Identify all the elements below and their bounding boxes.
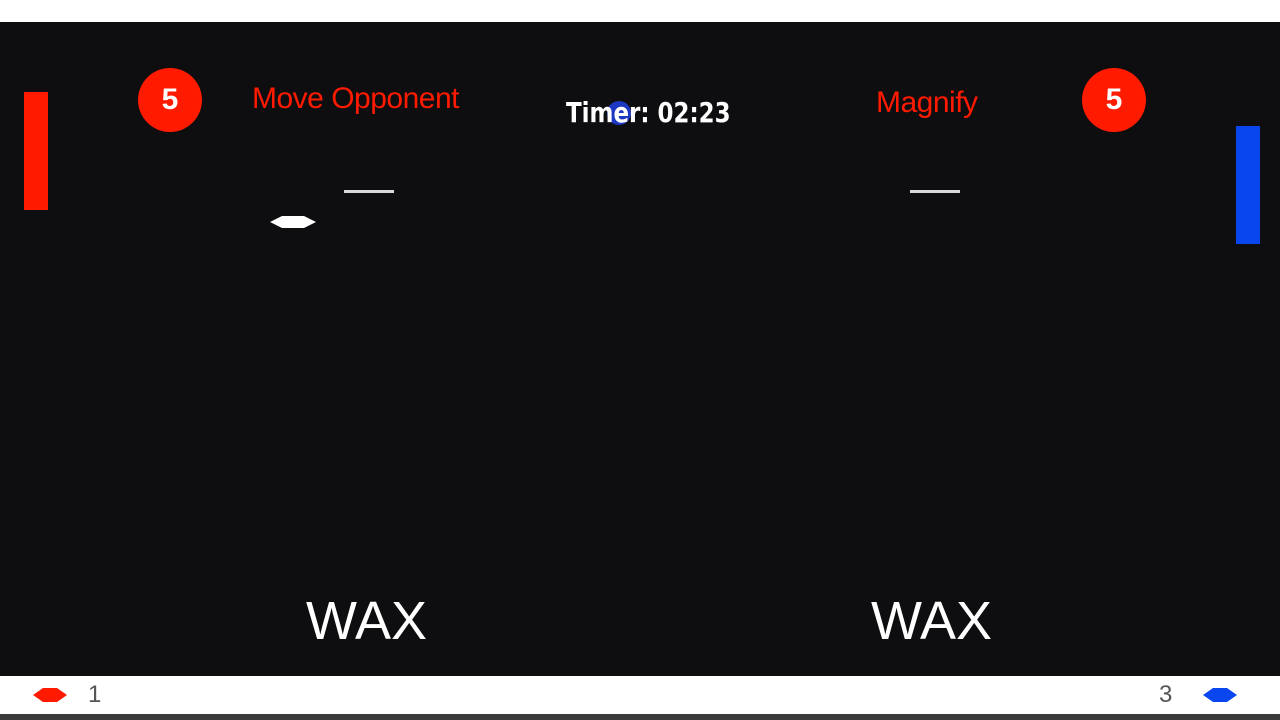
left-paddle[interactable] — [24, 92, 48, 210]
right-player-word: WAX — [871, 591, 992, 651]
right-powerup-label: Magnify — [876, 86, 978, 119]
ball-icon — [607, 101, 631, 125]
left-powerup-count-badge: 5 — [138, 68, 202, 132]
game-arena[interactable]: 5 Move Opponent Timer: 02:23 Magnify 5 W… — [0, 22, 1280, 676]
right-powerup-count-badge: 5 — [1082, 68, 1146, 132]
right-paddle[interactable] — [1236, 126, 1260, 244]
right-lives-count: 3 — [1159, 681, 1173, 708]
left-powerup-label: Move Opponent — [252, 82, 459, 115]
left-player-word: WAX — [306, 591, 427, 651]
top-bar — [0, 0, 1280, 22]
timer: Timer: 02:23 — [566, 96, 731, 129]
left-lives-count: 1 — [88, 681, 102, 708]
puck-icon — [270, 216, 316, 228]
blue-diamond-icon — [1203, 688, 1237, 702]
left-word-placeholder — [344, 190, 394, 193]
bottom-edge — [0, 714, 1280, 720]
status-bar: 1 3 — [0, 676, 1280, 714]
red-diamond-icon — [33, 688, 67, 702]
right-word-placeholder — [910, 190, 960, 193]
